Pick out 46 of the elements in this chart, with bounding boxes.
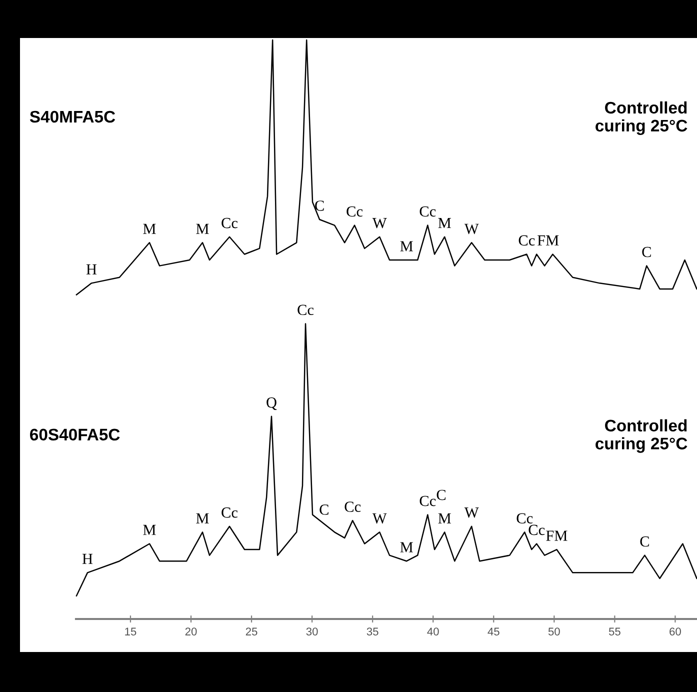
annotation: M [438,218,451,228]
annotation: M [438,513,451,524]
annotation: Controlled curing 25°C [596,101,688,135]
annotation: FM [538,235,559,246]
annotation: 60S40FA5C [30,428,120,441]
x-tick-label: 55 [608,628,620,636]
annotation: Cc [346,206,363,217]
annotation: Q [266,397,277,410]
annotation: W [372,218,387,228]
annotation: M [143,224,156,234]
x-tick-label: 40 [427,628,439,636]
annotation: M [400,241,413,252]
x-tick-label: 45 [488,628,500,636]
annotation: M [196,224,209,234]
annotation: C [315,200,324,211]
annotation: Cc [298,304,314,316]
annotation: M [196,513,209,524]
annotation: Controlled curing 25°C [596,419,688,453]
x-tick-label: 60 [670,628,681,636]
x-tick-label: 20 [185,628,197,636]
annotation: Cc [344,502,361,512]
annotation: C [640,536,649,547]
annotation: M [400,542,413,552]
annotation: FM [546,530,568,541]
annotation: S40MFA5C [30,110,116,123]
annotation: Cc [420,206,436,217]
annotation: W [464,508,479,518]
annotation: C [642,246,651,258]
annotation: H [86,264,97,274]
annotation: Cc [222,218,238,228]
annotation: Cc [516,513,533,524]
annotation: Cc [528,524,545,536]
annotation: Cc [222,507,238,518]
annotation: Cc [420,496,436,506]
annotation: Cc [518,235,535,246]
x-tick-label: 15 [125,628,136,636]
x-tick-label: 30 [306,628,318,636]
annotation: W [372,513,387,524]
x-tick-label: 25 [246,628,258,636]
annotation: C [320,504,328,515]
annotation: M [143,524,156,535]
annotation: W [464,224,479,234]
annotation: C [436,490,446,500]
x-tick-label: 50 [548,628,560,636]
annotation: H [82,554,93,564]
x-tick-label: 35 [366,628,378,636]
